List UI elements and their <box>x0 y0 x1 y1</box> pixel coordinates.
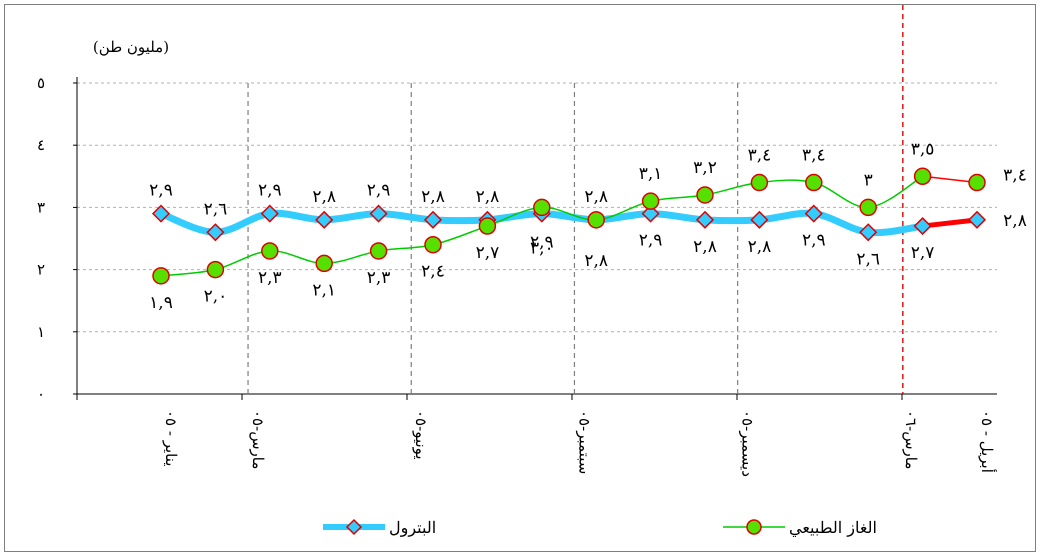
gas-data-label: ٣,٤ <box>1003 166 1027 186</box>
gas-data-label: ٣ <box>864 170 873 190</box>
oil-point <box>151 204 171 223</box>
legend-label-oil: البترول <box>389 518 436 537</box>
oil-data-label: ٢,٩ <box>149 181 173 201</box>
gas-data-label: ٢,٨ <box>584 251 608 271</box>
gas-data-label: ٣,١ <box>639 164 663 184</box>
oil-point <box>695 210 715 229</box>
gas-point <box>261 242 279 260</box>
gas-data-label: ٣,٤ <box>748 146 772 166</box>
legend-marker-gas <box>746 519 762 535</box>
x-tick-label: ديسمبر-٠٥ <box>739 410 757 477</box>
gas-point <box>805 173 823 192</box>
gas-data-label: ٢,٠ <box>204 287 228 307</box>
y-tick-label: ٣ <box>37 198 45 216</box>
x-tick-label: مارس-٠٦ <box>902 410 920 469</box>
gas-data-label: ٢,٤ <box>421 262 445 282</box>
oil-point <box>913 216 932 236</box>
oil-data-label: ٢,٧ <box>911 243 935 263</box>
oil-data-label: ٢,٨ <box>693 237 717 257</box>
gas-point <box>315 254 333 273</box>
legend-label-gas: الغاز الطبيعي <box>789 518 877 537</box>
series-line-oil-forecast <box>922 217 978 229</box>
x-tick-label: مارس-٠٥ <box>249 410 267 469</box>
oil-data-label: ٢,٩ <box>258 181 282 201</box>
gas-point <box>859 198 877 217</box>
oil-point <box>260 204 279 223</box>
gas-data-label: ٣,٠ <box>530 238 554 258</box>
oil-data-label: ٢,٨ <box>584 187 608 207</box>
gas-data-label: ٢,٣ <box>258 268 282 288</box>
unit-label: (مليون طن) <box>93 38 169 56</box>
oil-data-label: ٢,٦ <box>204 199 228 219</box>
gas-point <box>533 198 551 217</box>
gas-point <box>152 267 170 285</box>
gas-data-label: ٣,٤ <box>802 146 826 166</box>
y-tick-label: ٥ <box>37 74 45 92</box>
oil-point <box>315 210 334 229</box>
chart-frame: ٠ ١ ٢ ٣ ٤ ٥ (مليون طن) يناير - ٠٥ مارس-٠٥ يونيو-٠… <box>4 4 1036 552</box>
oil-point <box>967 210 987 229</box>
line-chart: ٠ ١ ٢ ٣ ٤ ٥ (مليون طن) يناير - ٠٥ مارس-٠٥ يونيو-٠… <box>37 5 1027 537</box>
gas-point <box>478 217 497 235</box>
x-tick-label: يونيو-٠٥ <box>412 410 430 460</box>
x-tick-label: يناير - ٠٥ <box>162 410 180 466</box>
gas-point <box>206 260 225 279</box>
oil-point <box>859 223 878 242</box>
gas-point <box>913 167 932 186</box>
gas-data-label: ٢,٧ <box>476 243 500 263</box>
gas-data-label: ١,٩ <box>149 293 173 313</box>
oil-point <box>369 204 388 223</box>
oil-data-label: ٢,٩ <box>367 181 391 201</box>
gas-point <box>587 211 605 229</box>
gas-point <box>369 242 388 260</box>
gas-data-label: ٢,٣ <box>367 268 391 288</box>
x-tick-label: سبتمبر-٠٥ <box>575 410 593 474</box>
oil-data-label: ٢,٩ <box>530 233 554 253</box>
oil-point <box>641 204 660 223</box>
gas-data-label: ٣,٢ <box>693 158 717 178</box>
gas-point <box>696 186 714 204</box>
oil-point <box>206 223 225 242</box>
y-tick-label: ١ <box>37 323 45 341</box>
gas-point <box>750 173 769 192</box>
oil-data-label: ٢,٩ <box>802 231 826 251</box>
y-tick-label: ٠ <box>37 385 45 403</box>
x-tick-label: أبريل - ٠٥ <box>978 410 997 473</box>
gas-point <box>968 173 986 192</box>
gas-data-label: ٣,٥ <box>911 139 935 159</box>
oil-data-label: ٢,٨ <box>476 187 500 207</box>
oil-data-label: ٢,٨ <box>312 187 336 207</box>
oil-data-label: ٢,٨ <box>421 187 445 207</box>
y-tick-label: ٤ <box>37 136 45 154</box>
oil-data-label: ٢,٦ <box>856 249 880 269</box>
oil-data-label: ٢,٨ <box>748 237 772 257</box>
oil-point <box>750 210 769 229</box>
legend-marker-oil <box>345 518 363 536</box>
gas-data-label: ٢,١ <box>312 280 336 300</box>
oil-point <box>423 210 443 229</box>
oil-data-label: ٢,٨ <box>1003 211 1027 231</box>
gas-point <box>641 192 660 210</box>
oil-data-label: ٢,٩ <box>639 231 663 251</box>
oil-point <box>804 204 823 223</box>
gas-point <box>424 235 442 254</box>
y-tick-label: ٢ <box>37 261 45 279</box>
